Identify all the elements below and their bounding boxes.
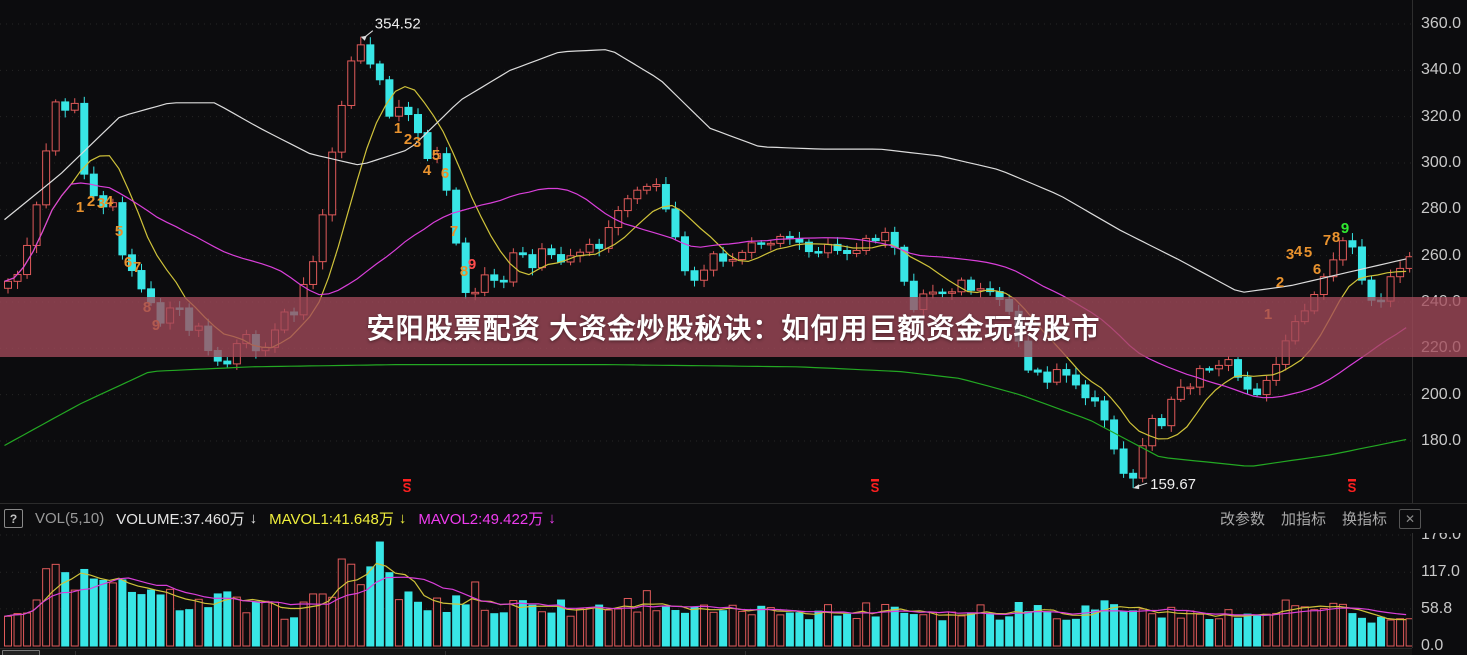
svg-text:2: 2: [87, 193, 95, 210]
svg-text:7: 7: [1323, 232, 1331, 249]
volume-value: VOLUME:37.460万: [116, 511, 245, 528]
chart-scrollbar[interactable]: [0, 648, 1412, 655]
mavol1-value: MAVOL1:41.648万: [269, 511, 394, 528]
scrollbar-handle[interactable]: [2, 650, 40, 655]
mavol1-down-arrow-icon: ↓: [398, 510, 407, 527]
price-axis-label: 260.0: [1421, 246, 1462, 264]
svg-text:7: 7: [450, 223, 458, 240]
svg-text:3: 3: [97, 195, 105, 212]
svg-text:3: 3: [413, 134, 421, 151]
volume-pane-header: ? VOL(5,10) VOLUME:37.460万 ↓ MAVOL1:41.6…: [0, 503, 1467, 533]
svg-text:1: 1: [394, 120, 402, 137]
add-indicator-button[interactable]: 加指标: [1280, 511, 1326, 528]
svg-text:3: 3: [1286, 246, 1294, 263]
price-axis-label: 280.0: [1421, 200, 1462, 218]
svg-text:8: 8: [1332, 229, 1340, 246]
svg-text:5: 5: [432, 147, 440, 164]
svg-text:2: 2: [1276, 274, 1284, 291]
svg-text:4: 4: [105, 193, 114, 210]
svg-text:S: S: [871, 480, 880, 495]
svg-text:5: 5: [1304, 244, 1312, 261]
close-button[interactable]: ✕: [1399, 508, 1421, 529]
page-title: 安阳股票配资 大资金炒股秘诀：如何用巨额资金玩转股市: [366, 313, 1101, 344]
scrollbar-tick: [75, 651, 76, 655]
svg-text:9: 9: [1341, 220, 1349, 237]
svg-text:8: 8: [460, 263, 468, 280]
scrollbar-tick: [445, 651, 446, 655]
mavol2-down-arrow-icon: ↓: [548, 510, 556, 527]
svg-text:S: S: [1348, 480, 1357, 495]
svg-text:6: 6: [124, 254, 132, 271]
svg-text:1: 1: [76, 199, 84, 216]
price-axis-label: 340.0: [1421, 61, 1462, 79]
change-params-button[interactable]: 改参数: [1219, 511, 1265, 528]
candlestick-chart[interactable]: 354.52159.67123456789123456789123456789S…: [0, 0, 1412, 503]
price-axis-label: 300.0: [1421, 154, 1462, 171]
svg-text:4: 4: [423, 162, 432, 179]
volume-down-arrow-icon: ↓: [249, 510, 258, 527]
volume-axis-label: 58.8: [1421, 599, 1453, 617]
indicator-toolbar: 改参数 加指标 换指标 ✕: [1204, 504, 1421, 533]
mavol2-value: MAVOL2:49.422万: [418, 511, 544, 528]
svg-text:6: 6: [1313, 261, 1321, 278]
volume-chart[interactable]: [0, 533, 1412, 649]
svg-text:6: 6: [441, 165, 449, 182]
svg-text:159.67: 159.67: [1150, 476, 1196, 493]
help-button[interactable]: ?: [4, 509, 23, 528]
volume-axis-label: 0.0: [1421, 637, 1444, 654]
svg-text:2: 2: [404, 131, 412, 148]
svg-text:4: 4: [1294, 243, 1303, 260]
price-axis-label: 180.0: [1421, 432, 1462, 449]
volume-axis-label: 117.0: [1421, 563, 1460, 581]
svg-text:S: S: [403, 480, 412, 495]
svg-text:354.52: 354.52: [375, 16, 421, 33]
price-axis-label: 320.0: [1421, 107, 1462, 125]
svg-text:9: 9: [468, 256, 476, 273]
title-banner: 安阳股票配资 大资金炒股秘诀：如何用巨额资金玩转股市: [0, 297, 1467, 357]
price-axis-label: 200.0: [1421, 385, 1462, 403]
svg-text:7: 7: [133, 259, 141, 276]
price-axis-label: 360.0: [1421, 15, 1462, 32]
indicator-name[interactable]: VOL(5,10): [35, 510, 105, 527]
switch-indicator-button[interactable]: 换指标: [1341, 511, 1387, 528]
svg-text:5: 5: [115, 223, 123, 240]
scrollbar-tick: [745, 651, 746, 655]
